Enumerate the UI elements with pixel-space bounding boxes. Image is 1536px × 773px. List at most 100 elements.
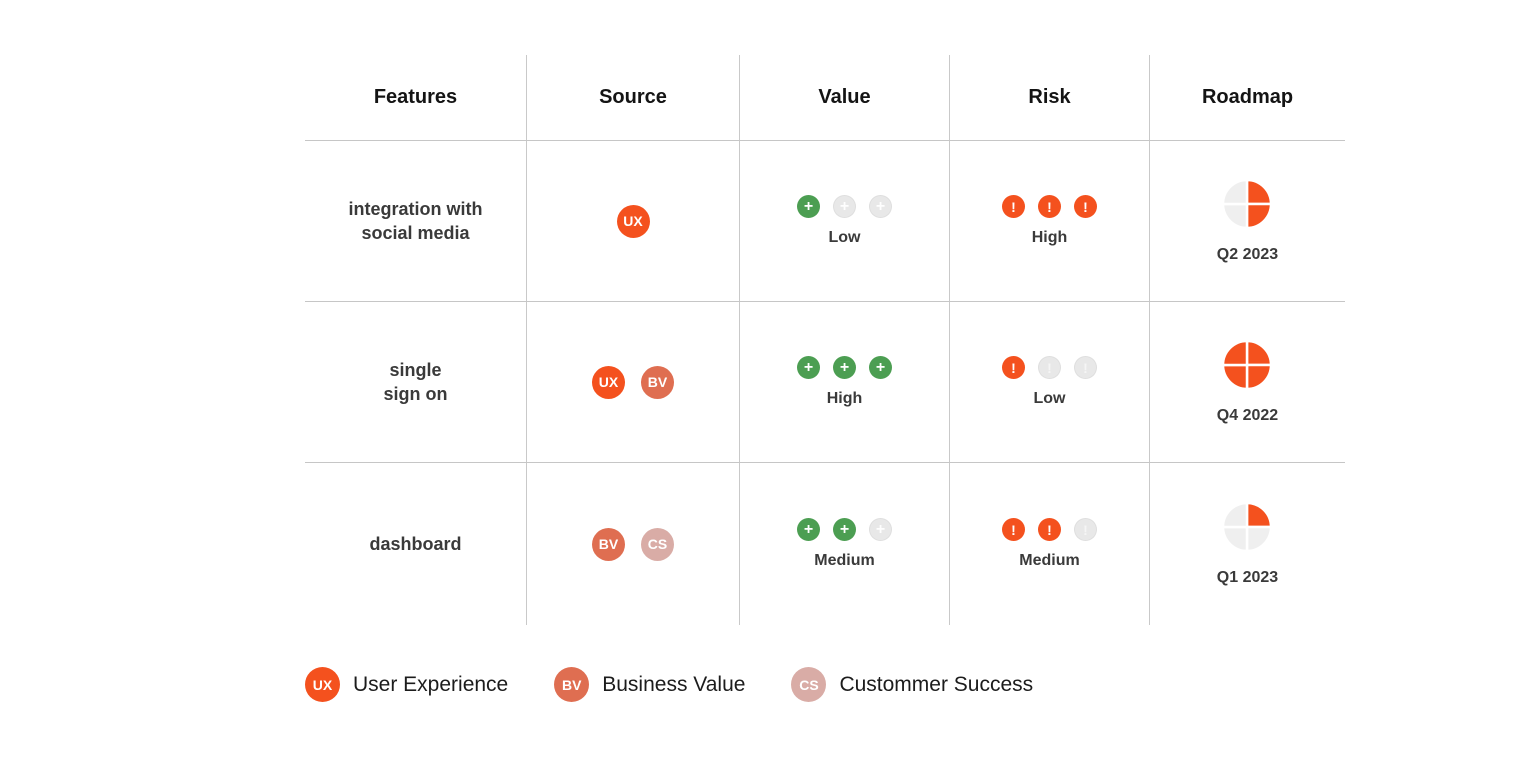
risk-dots: !!! — [1002, 195, 1097, 218]
feature-matrix-table: Features Source Value Risk Roadmap integ… — [305, 55, 1345, 625]
risk-cell: !!! High — [950, 141, 1150, 301]
pie-quadrant-filled — [1246, 178, 1273, 205]
risk-cell: !!! Low — [950, 302, 1150, 462]
feature-name-line: dashboard — [369, 533, 462, 554]
pie-quadrant-empty — [1222, 202, 1249, 229]
exclamation-icon: ! — [1074, 356, 1097, 379]
feature-name-line: single — [389, 359, 442, 380]
exclamation-icon: ! — [1074, 518, 1097, 541]
roadmap-quarter-label: Q1 2023 — [1216, 568, 1279, 586]
value-cell: + + + High — [740, 302, 950, 462]
table-row: single sign on UX BV + + + High !!! Low Q4 2… — [305, 302, 1345, 463]
plus-icon: + — [869, 195, 892, 218]
feature-name: dashboard — [369, 532, 461, 556]
feature-name-line: social media — [361, 223, 470, 243]
source-cell: UX — [527, 141, 740, 301]
value-level-label: Medium — [814, 552, 875, 569]
exclamation-icon: ! — [1074, 195, 1097, 218]
source-badges: UX BV — [592, 365, 674, 399]
risk-dots: !!! — [1002, 356, 1097, 379]
roadmap-cell: Q4 2022 — [1150, 302, 1345, 462]
value-dots: + + + — [797, 518, 892, 541]
column-header-risk: Risk — [950, 55, 1150, 140]
column-header-features: Features — [305, 55, 527, 140]
legend-label: Business Value — [602, 672, 746, 696]
quarter-pie-icon — [1222, 178, 1273, 229]
feature-name-line: sign on — [383, 384, 448, 404]
feature-cell: dashboard — [305, 463, 527, 625]
value-cell: + + + Low — [740, 141, 950, 301]
legend-item-cs: CS Custommer Success — [791, 667, 1033, 702]
roadmap-pie-slot — [1222, 501, 1273, 557]
pie-quadrant-filled — [1246, 501, 1273, 528]
pie-quadrant-empty — [1222, 178, 1249, 205]
pie-quadrant-filled — [1222, 339, 1249, 366]
legend-badge-bv: BV — [554, 667, 590, 702]
source-badge-bv: BV — [592, 527, 625, 561]
table-row: integration with social media UX + + + Low … — [305, 141, 1345, 302]
roadmap-cell: Q1 2023 — [1150, 463, 1345, 625]
legend-item-bv: BV Business Value — [554, 667, 745, 702]
plus-icon: + — [797, 195, 820, 218]
pie-quadrant-empty — [1222, 501, 1249, 528]
value-cell: + + + Medium — [740, 463, 950, 625]
legend-label: User Experience — [353, 672, 509, 696]
source-badges: BV CS — [592, 527, 674, 561]
exclamation-icon: ! — [1038, 356, 1061, 379]
feature-name: integration with social media — [349, 197, 483, 246]
column-header-source: Source — [527, 55, 740, 140]
exclamation-icon: ! — [1002, 195, 1025, 218]
table-row: dashboard BV CS + + + Medium !!! Medium Q1 … — [305, 463, 1345, 625]
source-badge-ux: UX — [616, 204, 650, 238]
value-level-label: High — [826, 390, 863, 407]
feature-cell: single sign on — [305, 302, 527, 462]
pie-quadrant-empty — [1246, 525, 1273, 552]
table-header-row: Features Source Value Risk Roadmap — [305, 55, 1345, 141]
roadmap-quarter-label: Q2 2023 — [1216, 245, 1279, 263]
value-dots: + + + — [797, 356, 892, 379]
feature-cell: integration with social media — [305, 141, 527, 301]
source-badge-cs: CS — [641, 527, 674, 561]
pie-quadrant-filled — [1246, 202, 1273, 229]
risk-level-label: High — [1031, 229, 1068, 246]
column-header-roadmap: Roadmap — [1201, 86, 1294, 108]
legend-badge-ux: UX — [305, 667, 340, 702]
source-cell: UX BV — [527, 302, 740, 462]
plus-icon: + — [833, 518, 856, 541]
roadmap-pie-slot — [1222, 339, 1273, 395]
column-header-value: Value — [740, 55, 950, 140]
risk-level-label: Medium — [1019, 552, 1080, 569]
pie-quadrant-filled — [1246, 363, 1273, 390]
feature-name: single sign on — [384, 358, 448, 407]
pie-quadrant-filled — [1222, 363, 1249, 390]
source-badges: UX — [616, 204, 650, 238]
exclamation-icon: ! — [1002, 518, 1025, 541]
pie-quadrant-filled — [1246, 339, 1273, 366]
roadmap-pie-wrap: Q1 2023 — [1216, 501, 1279, 587]
source-badge-ux: UX — [592, 365, 625, 399]
quarter-pie-icon — [1222, 339, 1273, 390]
plus-icon: + — [869, 356, 892, 379]
plus-icon: + — [833, 356, 856, 379]
quarter-pie-icon — [1222, 501, 1273, 552]
value-level-label: Low — [828, 229, 861, 246]
legend-badge-cs: CS — [791, 667, 827, 702]
roadmap-pie-wrap: Q4 2022 — [1217, 339, 1278, 425]
source-cell: BV CS — [527, 463, 740, 625]
roadmap-pie-wrap: Q2 2023 — [1216, 178, 1279, 264]
legend-label: Custommer Success — [839, 672, 1034, 696]
table-body: integration with social media UX + + + Low … — [305, 141, 1345, 625]
exclamation-icon: ! — [1038, 195, 1061, 218]
risk-level-label: Low — [1033, 390, 1066, 407]
risk-cell: !!! Medium — [950, 463, 1150, 625]
legend: UX User Experience BV Business Value CS Custo… — [305, 667, 1033, 702]
pie-quadrant-empty — [1222, 525, 1249, 552]
exclamation-icon: ! — [1038, 518, 1061, 541]
legend-item-ux: UX User Experience — [305, 667, 508, 702]
plus-icon: + — [869, 518, 892, 541]
plus-icon: + — [797, 518, 820, 541]
feature-name-line: integration with — [348, 198, 483, 219]
exclamation-icon: ! — [1002, 356, 1025, 379]
plus-icon: + — [833, 195, 856, 218]
